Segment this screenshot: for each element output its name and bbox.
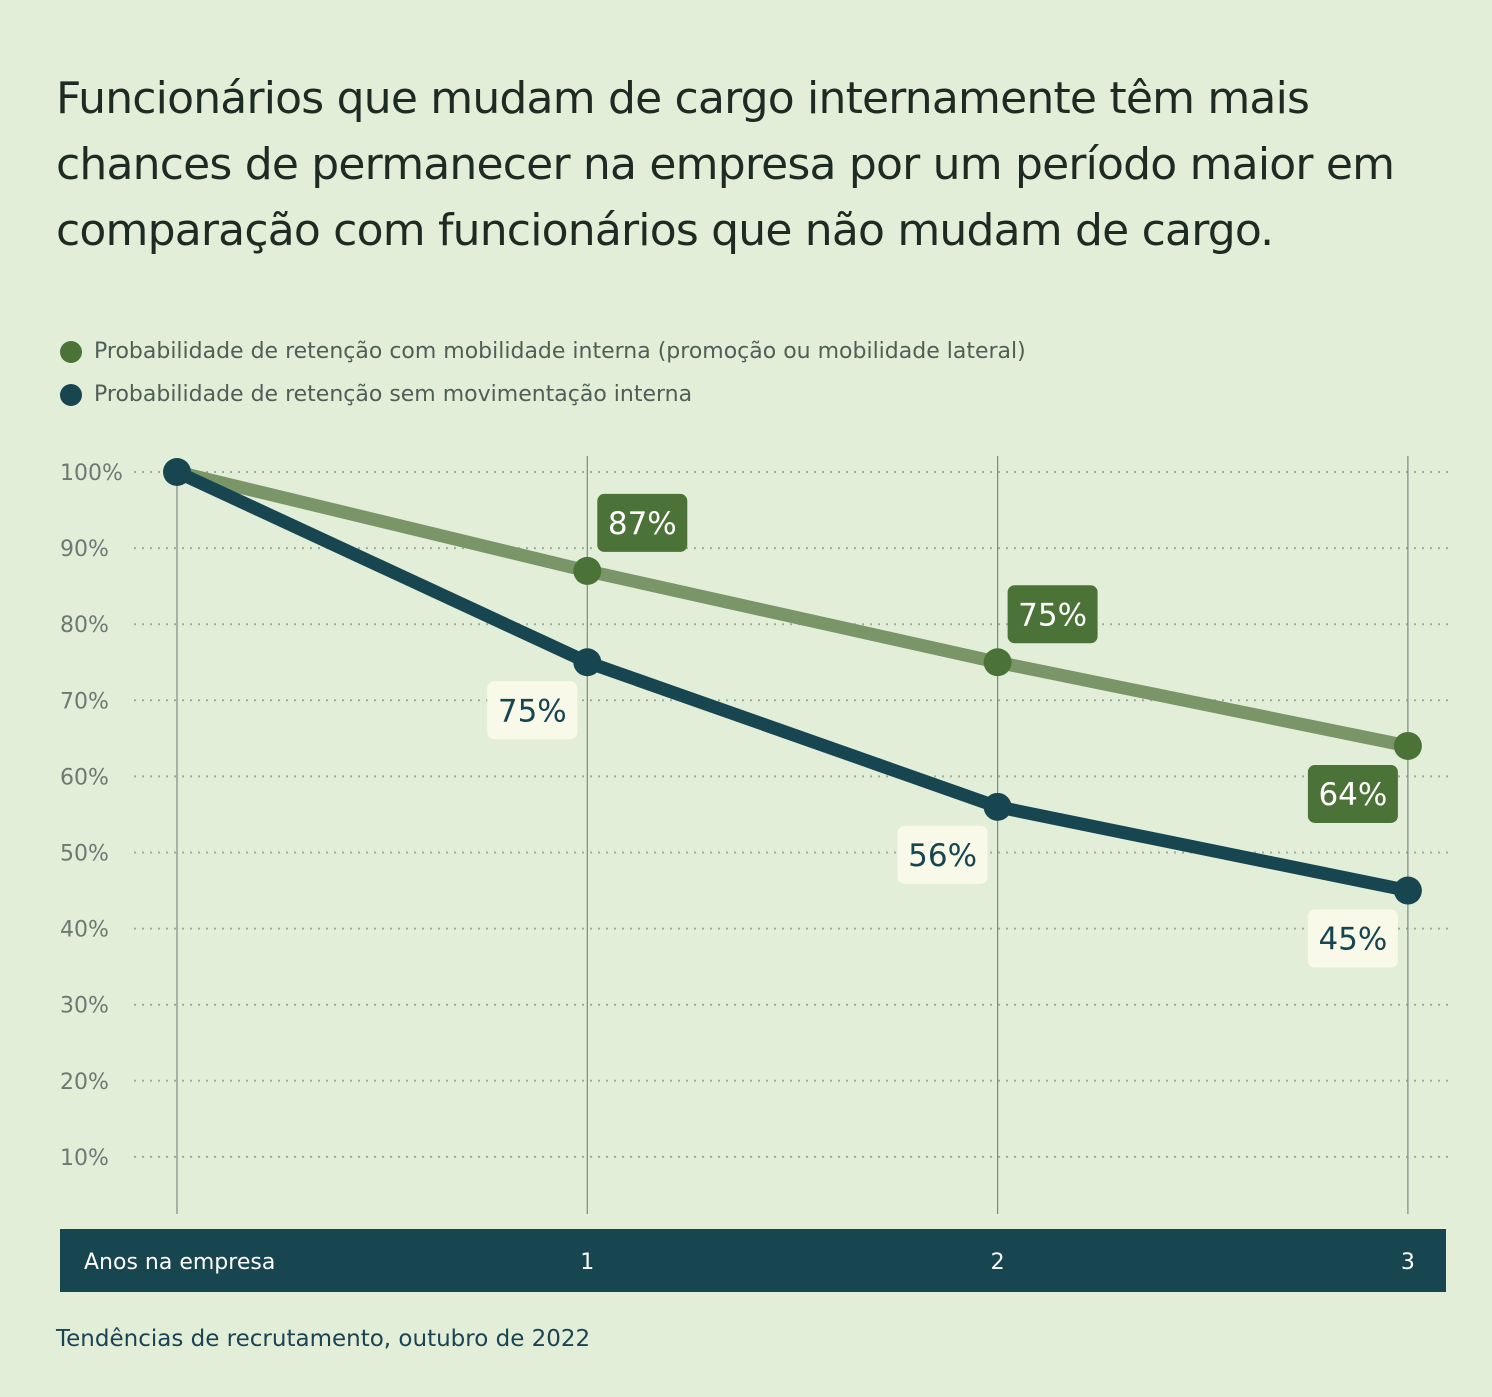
data-point-no-mobility-year-0 [163,458,191,486]
data-label-mobility-year-3: 64% [1318,777,1387,813]
legend-label-no-mobility: Probabilidade de retenção sem movimentaç… [94,382,693,407]
data-label-mobility-year-2: 75% [1018,597,1087,633]
y-tick-label: 10% [60,1146,109,1171]
x-tick-label: 2 [991,1250,1005,1275]
data-label-no-mobility-year-2: 56% [908,838,977,874]
data-label-no-mobility-year-1: 75% [498,693,567,729]
y-tick-label: 80% [60,613,109,638]
data-point-mobility-year-3 [1393,731,1422,760]
y-tick-label: 70% [60,689,109,714]
data-point-no-mobility-year-2 [983,792,1012,821]
data-label-mobility-year-2-box [1007,585,1098,644]
data-label-mobility-year-1-box [597,493,688,552]
y-tick-label: 100% [60,461,123,486]
x-tick-label: 3 [1401,1250,1415,1275]
source-note: Tendências de recrutamento, outubro de 2… [56,1326,591,1352]
data-label-no-mobility-year-1-box [487,681,578,740]
legend-label-mobility: Probabilidade de retenção com mobilidade… [94,339,1026,364]
chart-title: Funcionários que mudam de cargo internam… [56,73,1395,256]
data-label-mobility-year-1: 87% [608,506,677,542]
data-label-no-mobility-year-2-box [897,825,988,884]
legend-dot-mobility [60,340,82,363]
data-point-no-mobility-year-3 [1393,876,1422,905]
data-label-mobility-year-3-box [1307,764,1398,823]
y-tick-label: 60% [60,765,109,790]
y-tick-label: 50% [60,842,109,867]
y-tick-label: 40% [60,918,109,943]
series-line-mobility [170,465,1415,753]
legend-item-no-mobility: Probabilidade de retenção sem movimentaç… [60,373,1026,416]
legend-dot-no-mobility [60,383,82,406]
data-label-no-mobility-year-3-box [1307,909,1398,968]
x-axis-title: Anos na empresa [84,1250,275,1275]
legend: Probabilidade de retenção com mobilidade… [60,330,1026,416]
x-axis-band [60,1229,1446,1292]
y-tick-label: 30% [60,994,109,1019]
data-point-mobility-year-2 [983,648,1012,677]
data-point-no-mobility-year-1 [573,648,602,677]
y-tick-label: 90% [60,537,109,562]
y-tick-label: 20% [60,1070,109,1095]
data-point-mobility-year-1 [573,556,602,585]
x-tick-label: 1 [580,1250,594,1275]
data-label-no-mobility-year-3: 45% [1318,922,1387,958]
series-line-no-mobility [170,465,1415,898]
legend-item-mobility: Probabilidade de retenção com mobilidade… [60,330,1026,373]
